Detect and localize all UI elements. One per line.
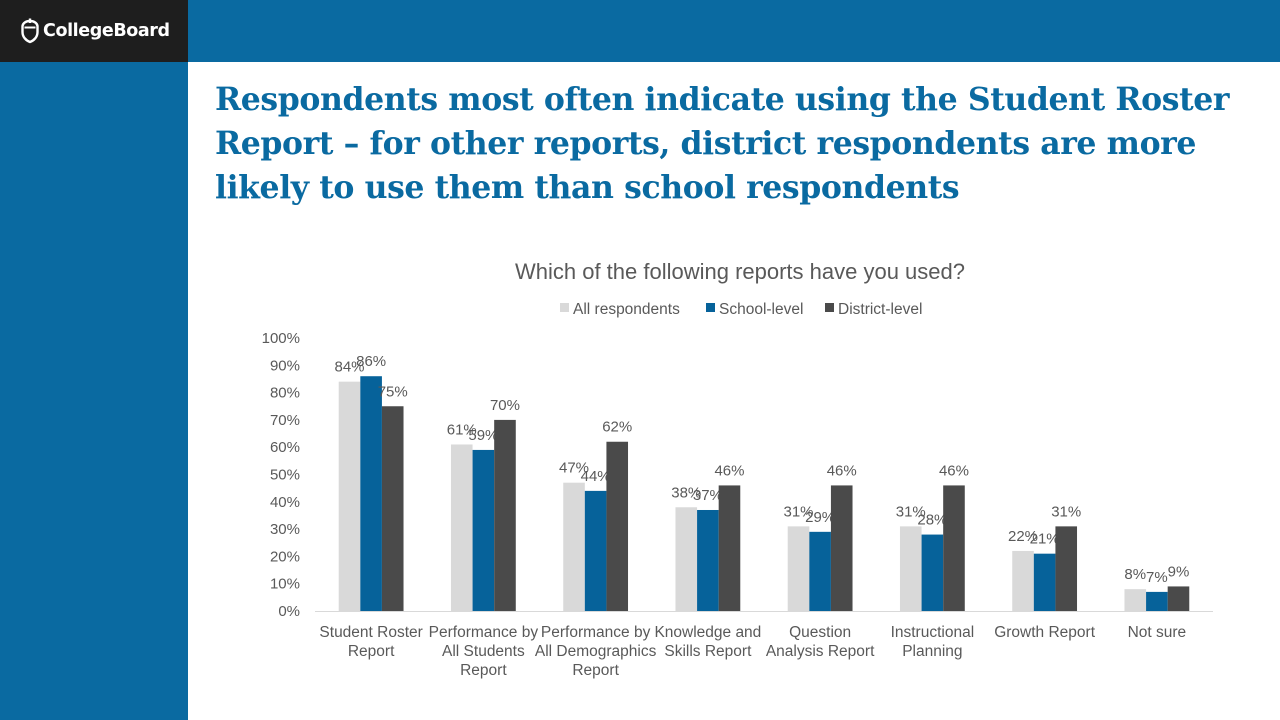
bar-data-label: 31% bbox=[1051, 503, 1081, 520]
bar bbox=[830, 485, 853, 611]
bar-data-label: 47% bbox=[559, 460, 589, 477]
bar-data-label: 61% bbox=[447, 421, 477, 438]
bar bbox=[450, 444, 473, 611]
bar-data-label: 28% bbox=[917, 512, 947, 529]
x-category-label: Student Roster Report bbox=[319, 624, 422, 660]
bar bbox=[943, 485, 965, 611]
bar-data-label: 70% bbox=[490, 397, 520, 414]
x-category-label: Knowledge and Skills Report bbox=[654, 624, 761, 660]
bar-data-label: 59% bbox=[468, 427, 498, 444]
y-tick-label: 20% bbox=[270, 548, 300, 565]
y-axis: 0% 10% 20% 30% 40% 50% 60% 70% 80% 90% 100% bbox=[262, 330, 300, 620]
chart-legend: All respondents School-level District-leve… bbox=[560, 301, 922, 318]
bar-data-label: 62% bbox=[602, 419, 632, 436]
bar bbox=[360, 376, 382, 611]
bar bbox=[584, 490, 607, 611]
x-category-label: Performance by All Students Report bbox=[429, 624, 539, 679]
bar-data-label: 8% bbox=[1124, 566, 1146, 583]
bar-series: 84%86%75%61%59%70%47%44%62%38%37%46%31%2… bbox=[335, 353, 1190, 611]
x-category-label: Question Analysis Report bbox=[766, 624, 875, 660]
y-tick-label: 10% bbox=[270, 576, 300, 593]
legend-label: School-level bbox=[719, 301, 803, 318]
bar-data-label: 38% bbox=[671, 484, 701, 501]
x-category-label: Not sure bbox=[1128, 624, 1187, 641]
y-tick-label: 30% bbox=[270, 521, 300, 538]
slide-title: Respondents most often indicate using th… bbox=[215, 81, 1230, 206]
bar-data-label: 7% bbox=[1146, 569, 1168, 586]
bar bbox=[338, 381, 361, 611]
bar-data-label: 9% bbox=[1168, 563, 1190, 580]
bar bbox=[697, 509, 719, 611]
bar bbox=[381, 406, 404, 611]
bar-data-label: 46% bbox=[939, 462, 969, 479]
y-tick-label: 0% bbox=[278, 603, 300, 620]
legend-label: District-level bbox=[838, 301, 922, 318]
legend-swatch bbox=[825, 303, 834, 312]
logo-wordmark: CollegeBoard bbox=[43, 21, 170, 41]
y-tick-label: 100% bbox=[262, 330, 300, 347]
bar-data-label: 44% bbox=[581, 468, 611, 485]
acorn-shield-icon bbox=[21, 18, 39, 44]
bar-data-label: 84% bbox=[335, 359, 365, 376]
bar bbox=[1055, 526, 1078, 611]
legend-swatch bbox=[560, 303, 569, 312]
bar-chart: Which of the following reports have you … bbox=[262, 259, 1213, 679]
y-tick-label: 80% bbox=[270, 385, 300, 402]
bar-data-label: 31% bbox=[784, 503, 814, 520]
x-category-label: Instructional Planning bbox=[891, 624, 975, 660]
bar-data-label: 21% bbox=[1030, 531, 1060, 548]
bar bbox=[809, 531, 831, 611]
x-category-label: Growth Report bbox=[994, 624, 1095, 641]
bar bbox=[472, 449, 495, 611]
brand-logo: CollegeBoard bbox=[0, 0, 188, 62]
bar bbox=[921, 534, 944, 611]
chart-title: Which of the following reports have you … bbox=[515, 259, 965, 284]
y-tick-label: 40% bbox=[270, 494, 300, 511]
left-sidebar bbox=[0, 0, 188, 720]
bar bbox=[494, 419, 516, 611]
bar-data-label: 22% bbox=[1008, 528, 1038, 545]
bar-data-label: 86% bbox=[356, 353, 386, 370]
bar bbox=[1033, 553, 1056, 611]
y-tick-label: 50% bbox=[270, 467, 300, 484]
bar bbox=[563, 482, 585, 611]
bar bbox=[675, 507, 698, 611]
bar-data-label: 37% bbox=[693, 487, 723, 504]
bar bbox=[1167, 586, 1190, 611]
bar-data-label: 29% bbox=[805, 509, 835, 526]
bar bbox=[1146, 591, 1168, 611]
bar-data-label: 46% bbox=[827, 462, 857, 479]
bar bbox=[1012, 550, 1034, 611]
x-category-label: Performance by All Demographics Report bbox=[535, 624, 657, 679]
y-tick-label: 90% bbox=[270, 357, 300, 374]
bar bbox=[1124, 589, 1147, 611]
bar-data-label: 75% bbox=[378, 383, 408, 400]
bar bbox=[718, 485, 741, 611]
bar bbox=[606, 441, 629, 611]
legend-label: All respondents bbox=[573, 301, 680, 318]
bar bbox=[899, 526, 922, 611]
y-tick-label: 60% bbox=[270, 439, 300, 456]
y-tick-label: 70% bbox=[270, 412, 300, 429]
bar-data-label: 46% bbox=[714, 462, 744, 479]
top-banner bbox=[188, 0, 1280, 62]
legend-swatch bbox=[706, 303, 715, 312]
bar-data-label: 31% bbox=[896, 503, 926, 520]
bar bbox=[787, 526, 810, 611]
